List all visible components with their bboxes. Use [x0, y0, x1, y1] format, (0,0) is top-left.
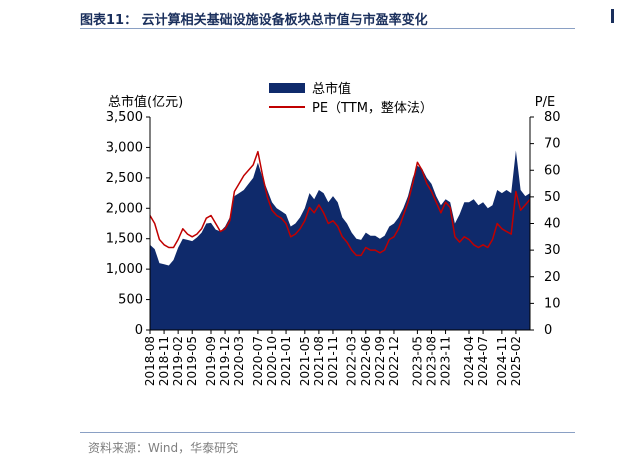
right-tick-label: 40 — [544, 217, 561, 232]
pe-line — [149, 150, 531, 257]
axes: 0 500 1,000 1,500 2,000 2,500 3,000 3,500 0 10 20 3… — [106, 94, 561, 386]
right-tick-label: 20 — [544, 270, 561, 285]
x-tick-label: 2021-11 — [326, 336, 340, 386]
x-tick-label: 2018-11 — [157, 336, 171, 386]
left-tick-label: 1,000 — [106, 262, 143, 277]
x-tick-label: 2024-04 — [462, 336, 476, 386]
source-note: 资料来源：Wind，华泰研究 — [88, 441, 239, 455]
x-tick-label: 2023-11 — [439, 336, 453, 386]
left-tick-label: 1,500 — [106, 232, 143, 247]
x-tick-label: 2024-11 — [495, 336, 509, 386]
x-tick-label: 2021-01 — [279, 336, 293, 386]
x-tick-label: 2018-08 — [143, 336, 157, 386]
left-tick-label: 2,000 — [106, 201, 143, 216]
legend-swatch-market-cap — [269, 83, 305, 93]
x-tick-label: 2020-10 — [265, 336, 279, 386]
right-tick-label: 0 — [544, 323, 552, 338]
x-tick-label: 2020-07 — [251, 336, 265, 386]
left-tick-label: 0 — [135, 323, 143, 338]
edge-marker — [611, 9, 614, 23]
right-tick-label: 10 — [544, 296, 561, 311]
left-tick-label: 2,500 — [106, 171, 143, 186]
x-tick-label: 2020-03 — [232, 336, 246, 386]
chart: 0 500 1,000 1,500 2,000 2,500 3,000 3,500 0 10 20 3… — [106, 81, 561, 386]
right-axis-label: P/E — [535, 95, 555, 110]
x-tick-label: 2023-05 — [410, 336, 424, 386]
footer-divider — [80, 432, 575, 433]
legend: 总市值 PE（TTM，整体法） — [269, 81, 433, 116]
legend-label-pe: PE（TTM，整体法） — [312, 101, 433, 116]
x-tick-label: 2024-07 — [476, 336, 490, 386]
x-tick-label: 2019-12 — [218, 336, 232, 386]
left-tick-label: 3,000 — [106, 140, 143, 155]
x-tick-label: 2019-05 — [185, 336, 199, 386]
x-tick-label: 2019-09 — [204, 336, 218, 386]
x-tick-label: 2022-12 — [387, 336, 401, 386]
x-tick-label: 2019-02 — [171, 336, 185, 386]
left-axis-label: 总市值(亿元) — [108, 94, 183, 110]
left-tick-label: 3,500 — [106, 110, 143, 125]
title-divider — [80, 28, 575, 29]
right-tick-label: 70 — [544, 137, 561, 152]
figure-title: 图表11： 云计算相关基础设施设备板块总市值与市盈率变化 — [80, 13, 428, 28]
x-tick-label: 2025-02 — [509, 336, 523, 386]
x-tick-label: 2021-05 — [298, 336, 312, 386]
x-tick-label: 2022-03 — [345, 336, 359, 386]
left-tick-label: 500 — [118, 293, 143, 308]
pe-line-layer — [149, 150, 531, 257]
x-tick-label: 2022-06 — [359, 336, 373, 386]
x-tick-label: 2023-08 — [424, 336, 438, 386]
market-cap-area — [150, 150, 530, 330]
x-tick-label: 2021-08 — [312, 336, 326, 386]
right-tick-label: 60 — [544, 163, 561, 178]
right-tick-label: 50 — [544, 190, 561, 205]
market-cap-area-layer — [150, 150, 530, 330]
right-tick-label: 30 — [544, 243, 561, 258]
legend-label-market-cap: 总市值 — [312, 81, 351, 97]
x-tick-label: 2022-09 — [373, 336, 387, 386]
right-tick-label: 80 — [544, 110, 561, 125]
